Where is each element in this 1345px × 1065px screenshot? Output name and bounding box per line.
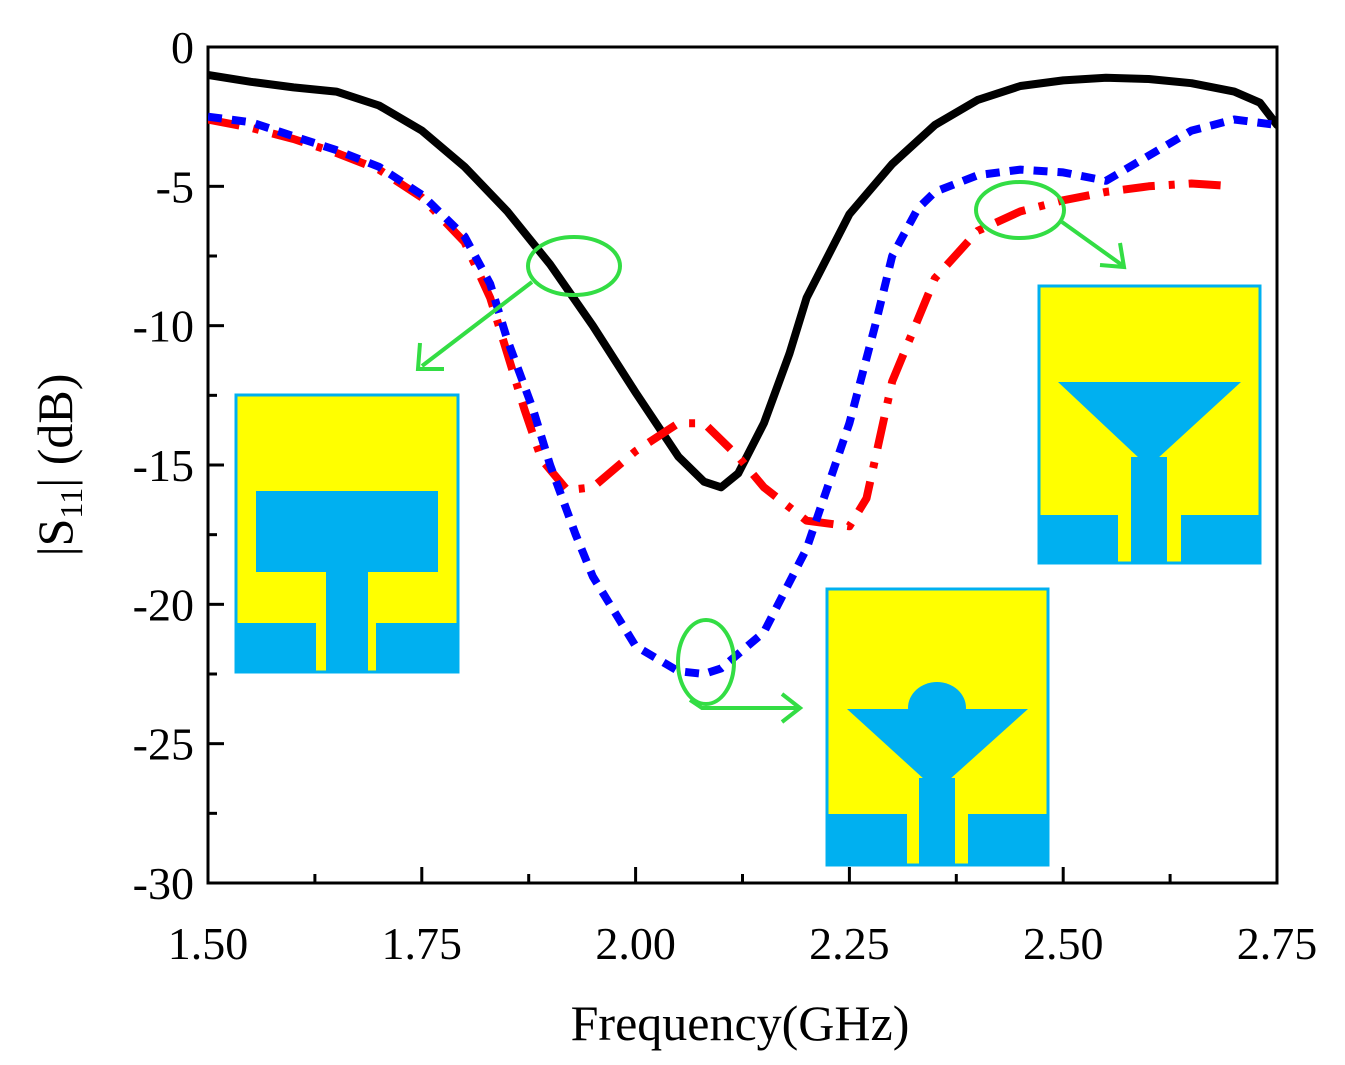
- y-axis-title-sub: 11: [53, 488, 89, 519]
- x-tick-label: 2.25: [809, 918, 890, 969]
- callout-arrow-blue-curve: [688, 698, 798, 710]
- y-axis-title-pre: |S: [27, 519, 83, 557]
- axis-tick-labels: 1.50 1.75 2.00 2.25 2.50 2.75 0 -5 -10 -15 -20 -25 -…: [133, 22, 1318, 969]
- inset-antenna-rectangular: [234, 393, 460, 674]
- callout-ellipse-red-curve: [974, 180, 1066, 240]
- y-tick-label: -30: [133, 858, 194, 909]
- callout-ellipse-blue-curve: [676, 618, 736, 706]
- x-tick-label: 1.75: [382, 918, 463, 969]
- callout-arrowhead-red-curve: [1099, 242, 1127, 270]
- x-tick-label: 2.00: [595, 918, 676, 969]
- series-layer: [208, 70, 1277, 678]
- y-axis-title-post: | (dB): [27, 374, 83, 488]
- y-tick-label: 0: [171, 22, 194, 73]
- x-tick-label: 1.50: [168, 918, 249, 969]
- series-line-0: [208, 70, 1277, 492]
- callout-ellipse-black-curve: [526, 235, 622, 297]
- y-tick-label: -15: [133, 440, 194, 491]
- x-tick-label: 2.50: [1023, 918, 1104, 969]
- y-tick-label: -5: [156, 161, 194, 212]
- y-tick-label: -25: [133, 719, 194, 770]
- callout-arrowhead-blue-curve: [780, 692, 804, 724]
- y-tick-label: -20: [133, 579, 194, 630]
- annotations: [415, 180, 1127, 724]
- callout-arrow-red-curve: [1060, 220, 1124, 267]
- x-tick-label: 2.75: [1237, 918, 1318, 969]
- callout-arrow-black-curve: [420, 280, 534, 368]
- inset-antenna-funnel-round-cap: [825, 587, 1050, 867]
- axis-ticks: [206, 45, 1279, 885]
- y-axis-title: |S11| (dB): [27, 374, 89, 557]
- y-tick-label: -10: [133, 301, 194, 352]
- series-line-2: [208, 112, 1277, 678]
- callout-arrowhead-black-curve: [415, 342, 444, 371]
- x-axis-title: Frequency(GHz): [571, 995, 910, 1051]
- inset-antenna-funnel: [1037, 284, 1262, 565]
